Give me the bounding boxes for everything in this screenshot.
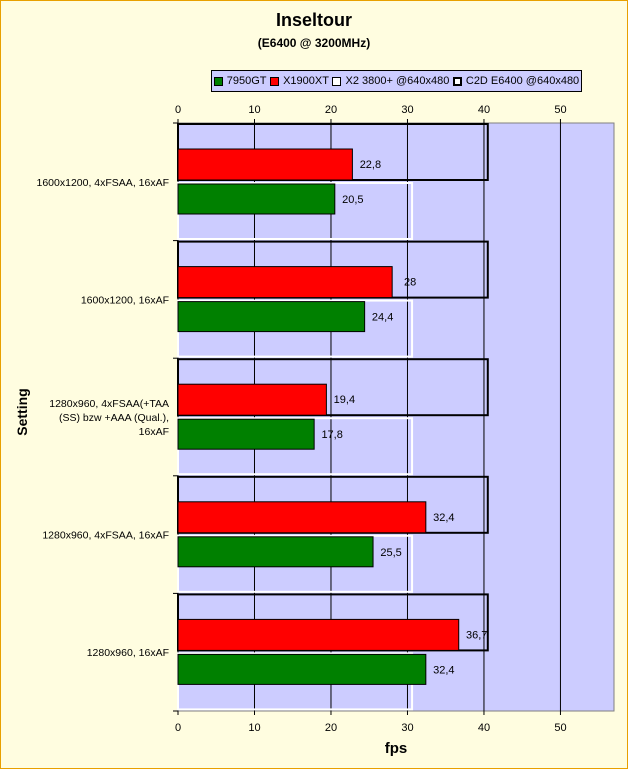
chart-subtitle: (E6400 @ 3200MHz) <box>257 36 371 50</box>
category-label: 1280x960, 4xFSAA(+TAA <box>49 398 169 410</box>
x-tick-label-bottom: 0 <box>175 722 181 734</box>
legend-swatch-x2-3800 <box>332 76 342 86</box>
legend-label-x1900xt: X1900XT <box>283 75 329 87</box>
x-tick-label-top: 0 <box>175 104 181 116</box>
data-label-7950gt: 24,4 <box>372 312 393 324</box>
bar-x1900xt <box>177 383 327 416</box>
bar-7950gt <box>177 301 366 333</box>
category-label: 16xAF <box>139 426 169 438</box>
x-tick-label-bottom: 20 <box>325 722 337 734</box>
category-label: 1600x1200, 4xFSAA, 16xAF <box>37 177 170 189</box>
legend-item-7950gt: 7950GT <box>213 75 267 87</box>
legend-swatch-x1900xt <box>270 76 280 86</box>
legend-swatch-7950gt <box>213 76 223 86</box>
legend-item-x2-3800: X2 3800+ @640x480 <box>332 75 449 87</box>
bar-7950gt <box>177 183 336 215</box>
chart-title: Inseltour <box>275 10 352 30</box>
x-tick-label-top: 50 <box>554 104 566 116</box>
data-label-7950gt: 17,8 <box>321 429 342 441</box>
plot-area <box>177 122 615 712</box>
legend-label-7950gt: 7950GT <box>226 75 267 87</box>
x-tick-label-top: 10 <box>248 104 260 116</box>
legend-item-c2d-e6400: C2D E6400 @640x480 <box>452 75 580 87</box>
data-label-x1900xt: 36,7 <box>466 629 487 641</box>
data-label-x1900xt: 19,4 <box>334 394 355 406</box>
bar-7950gt <box>177 418 315 450</box>
bar-7950gt <box>177 536 374 568</box>
category-label: (SS) bzw +AAA (Qual.), <box>59 412 169 424</box>
category-label: 1280x960, 16xAF <box>87 647 169 659</box>
x-tick-label-bottom: 30 <box>401 722 413 734</box>
legend-swatch-c2d-e6400 <box>452 76 462 86</box>
data-label-x1900xt: 22,8 <box>360 159 381 171</box>
x-tick-label-bottom: 50 <box>554 722 566 734</box>
data-label-7950gt: 20,5 <box>342 194 363 206</box>
legend-label-x2-3800: X2 3800+ @640x480 <box>345 75 450 87</box>
x-axis-title: fps <box>384 740 408 757</box>
category-label: 1600x1200, 16xAF <box>81 294 169 306</box>
x-tick-label-top: 20 <box>325 104 337 116</box>
data-label-7950gt: 32,4 <box>433 664 454 676</box>
x-tick-label-bottom: 10 <box>248 722 260 734</box>
data-label-x1900xt: 32,4 <box>433 512 454 524</box>
bar-x1900xt <box>177 501 427 534</box>
category-label: 1280x960, 4xFSAA, 16xAF <box>42 530 169 542</box>
data-label-x1900xt: 28 <box>404 277 416 289</box>
legend-label-c2d-e6400: C2D E6400 @640x480 <box>465 75 580 87</box>
x-tick-label-top: 40 <box>478 104 490 116</box>
x-tick-label-bottom: 40 <box>478 722 490 734</box>
bar-7950gt <box>177 653 427 685</box>
x-tick-label-top: 30 <box>401 104 413 116</box>
legend-item-x1900xt: X1900XT <box>270 75 329 87</box>
data-label-7950gt: 25,5 <box>380 547 401 559</box>
bar-x1900xt <box>177 266 393 299</box>
bar-x1900xt <box>177 148 353 181</box>
bar-x1900xt <box>177 618 460 651</box>
chart-legend: 7950GT X1900XT X2 3800+ @640x480 C2D E64… <box>211 70 582 92</box>
